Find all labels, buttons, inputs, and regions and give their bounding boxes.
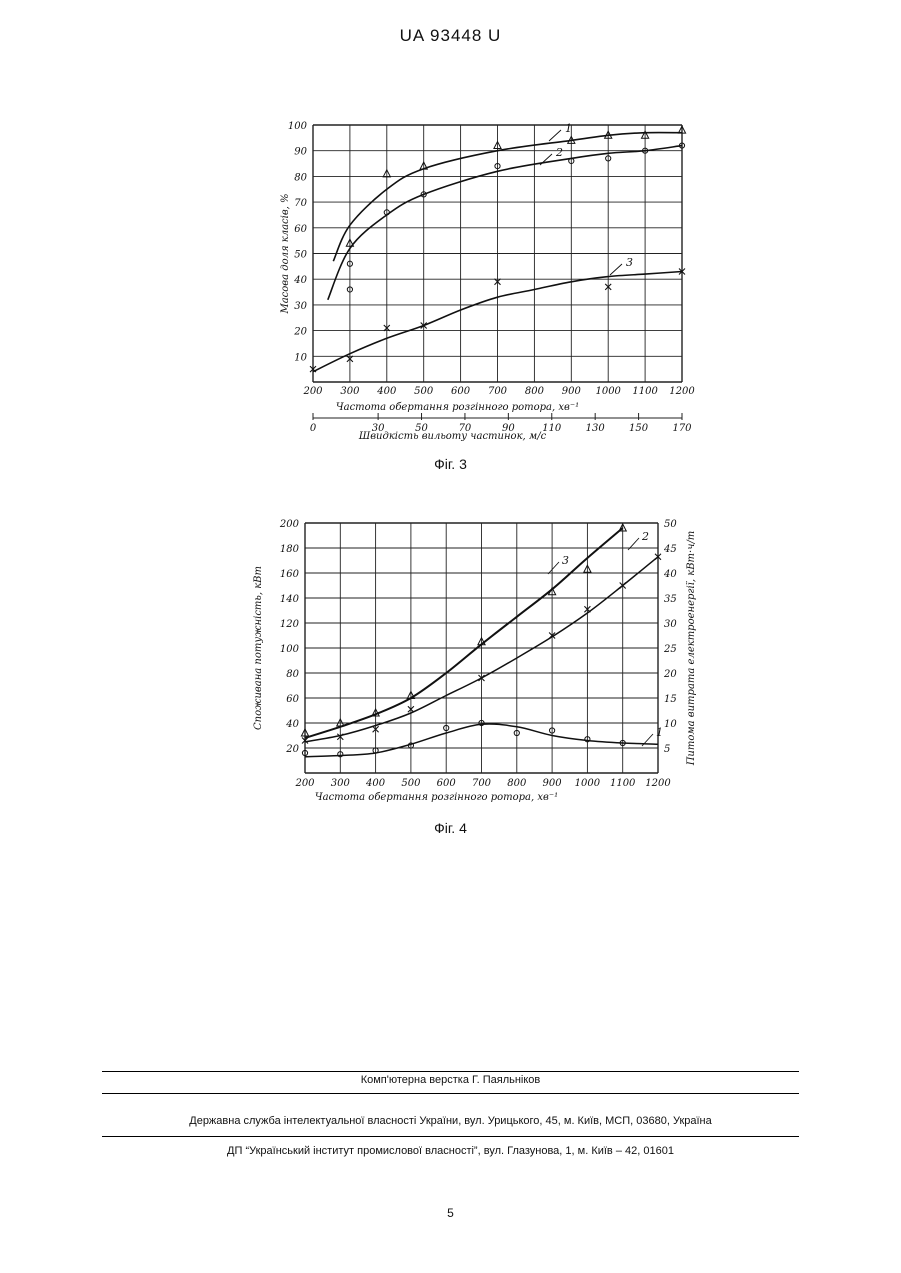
y-right-tick-label: 10 [664,719,677,730]
y-left-tick-label: 180 [280,544,300,555]
footer-rule-1 [102,1071,799,1072]
y-left-tick-label: 20 [285,744,299,755]
x-tick-label: 500 [401,778,421,789]
x-tick-label: 200 [294,778,315,789]
footer-typesetter: Комп'ютерна верстка Г. Паяльніков [0,1074,901,1086]
footer-rule-3 [102,1136,799,1137]
series-line-3 [305,528,623,738]
x-tick-label: 400 [365,778,386,789]
curve-label: 1 [656,726,663,739]
y-left-tick-label: 80 [286,669,299,680]
x-tick-label: 300 [331,778,351,789]
y-left-axis-label: Споживана потужність, кВт [253,566,264,730]
y-right-tick-label: 20 [663,669,677,680]
curve-label: 2 [641,530,649,543]
y-left-tick-label: 40 [285,719,299,730]
page-number: 5 [0,1206,901,1220]
footer-institute-address: ДП “Український інститут промислової вла… [0,1145,901,1157]
x-tick-label: 600 [437,778,457,789]
x-tick-label: 800 [507,778,527,789]
curve-label: 3 [562,554,569,567]
y-right-tick-label: 40 [663,569,677,580]
y-left-tick-label: 200 [279,519,300,530]
footer-rule-2 [102,1093,799,1094]
y-left-tick-label: 100 [280,644,300,655]
y-right-tick-label: 25 [663,644,677,655]
x-tick-label: 700 [472,778,492,789]
y-right-tick-label: 35 [664,594,677,605]
footer-office-address: Державна служба інтелектуальної власност… [0,1115,901,1127]
y-right-tick-label: 45 [663,544,677,555]
y-left-tick-label: 120 [280,619,300,630]
figure-4-caption: Фіг. 4 [0,820,901,836]
y-right-tick-label: 50 [664,519,677,530]
y-right-tick-label: 5 [664,744,670,755]
y-left-tick-label: 140 [280,594,300,605]
y-right-axis-label: Питома витрата електроенергії, кВт·ч/т [686,531,697,767]
figure-4-chart: 2040608010012014016018020051015202530354… [0,0,901,820]
x-tick-label: 900 [543,778,563,789]
y-left-tick-label: 160 [280,569,300,580]
curve-label-leader [548,562,559,574]
x-axis-label: Частота обертання розгінного ротора, хв⁻… [315,792,558,803]
y-left-tick-label: 60 [286,694,299,705]
y-right-tick-label: 30 [664,619,677,630]
x-tick-label: 1000 [575,778,601,789]
x-tick-label: 1200 [645,778,671,789]
y-right-tick-label: 15 [664,694,677,705]
x-tick-label: 1100 [610,778,636,789]
